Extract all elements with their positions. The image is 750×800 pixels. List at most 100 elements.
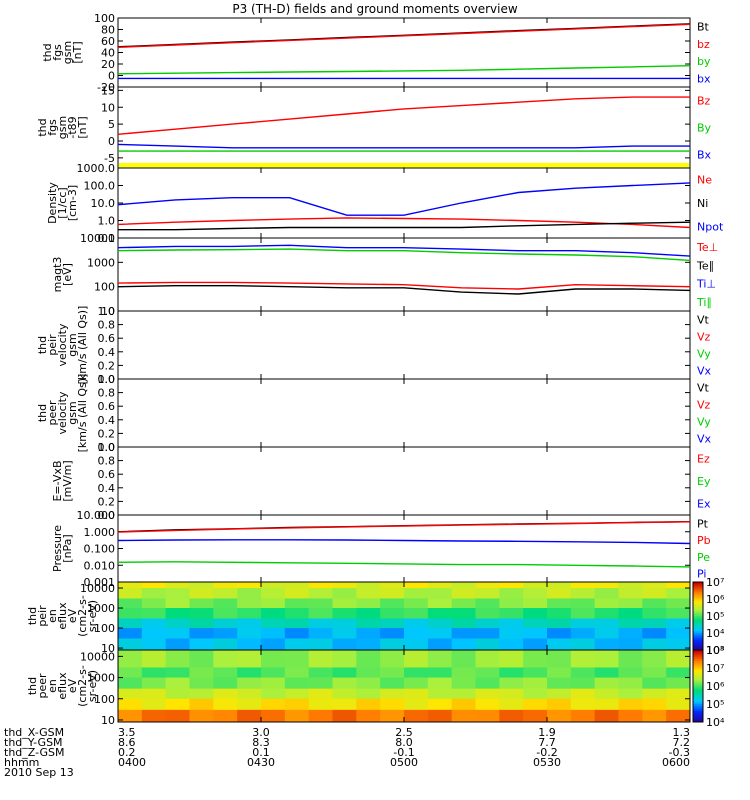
spectrogram-0-cell — [141, 608, 167, 620]
panel-1-legend-1: By — [697, 122, 712, 135]
spectrogram-0-cell — [118, 618, 143, 629]
spectrogram-1-cell — [547, 677, 572, 690]
panel-3-series-Ti∥ — [117, 248, 691, 262]
panel-4-ytick-label: 1.0 — [98, 305, 116, 318]
spectrogram-0-cell — [332, 588, 357, 599]
panel-2-ylabel-line: [1/cc] — [56, 187, 69, 218]
footer-row-label: hhmm — [4, 756, 39, 769]
spectrogram-1-cell — [261, 698, 286, 711]
spectrogram-1-cell — [213, 677, 238, 690]
panel-5-legend-3: Vx — [697, 433, 712, 446]
spectrogram-0-cell — [237, 628, 262, 640]
spectrogram-0-colorbar-cell — [693, 583, 703, 586]
spectrogram-1-cell — [570, 650, 596, 668]
spectrogram-1-cell — [141, 677, 167, 690]
footer-row-label: thd_Y-GSM — [4, 736, 63, 749]
spectrogram-1-colorbar-cell — [693, 680, 703, 683]
spectrogram-0-cell — [547, 608, 572, 620]
spectrogram-1-cell — [475, 709, 500, 723]
spectrogram-1-colorbar-cell — [693, 651, 703, 655]
footer-row-value: -0.1 — [393, 746, 414, 759]
spectrogram-1-cell — [523, 667, 548, 679]
panel-6-ytick-label: 0.6 — [98, 468, 116, 481]
spectrogram-1-cell — [308, 709, 333, 723]
spectrogram-1-cell — [308, 650, 333, 668]
spectrogram-0-cell — [451, 582, 476, 589]
spectrogram-1-cell — [570, 698, 596, 711]
spectrogram-1-cell — [118, 688, 143, 700]
spectrogram-1-cell — [523, 650, 548, 668]
spectrogram-1-ytick-label: 10 — [101, 714, 115, 727]
spectrogram-1-cell — [165, 709, 190, 723]
panel-7-ytick-label: 0.001 — [84, 576, 116, 589]
spectrogram-0-cell — [666, 618, 691, 629]
spectrogram-0-cell — [261, 638, 286, 651]
spectrogram-0: 10 100 1000 10000 thdpeirenefluxeV(cm2-s-sr-… — [26, 576, 725, 657]
spectrogram-1-cell — [499, 698, 524, 711]
spectrogram-0-cell — [237, 598, 262, 609]
spectrogram-0-cell — [547, 582, 572, 589]
spectrogram-0-cell — [213, 638, 238, 651]
spectrogram-0-cell — [547, 628, 572, 640]
spectrogram-0-cell — [523, 618, 548, 629]
panel-6-legend-2: Ex — [697, 498, 711, 511]
spectrogram-0-cell — [189, 588, 214, 599]
spectrogram-1-cell — [356, 698, 381, 711]
spectrogram-0-cell — [141, 638, 167, 651]
footer-date: 2010 Sep 13 — [4, 766, 74, 779]
panel-2-legend-1: Ni — [697, 197, 708, 210]
spectrogram-1-ylabel-line: (cm2-s- — [76, 665, 89, 707]
panel-0-ytick-label: 100 — [94, 12, 115, 25]
spectrogram-1-cell — [165, 698, 190, 711]
spectrogram-1-cell — [237, 688, 262, 700]
panel-0-ytick-label: 80 — [101, 24, 115, 37]
spectrogram-1-colorbar-cell — [693, 691, 703, 694]
spectrogram-1-colorbar-cell — [693, 671, 703, 674]
spectrogram-0-cell — [427, 618, 453, 629]
spectrogram-0-cell — [427, 582, 453, 589]
panel-0-legend-2: by — [697, 55, 711, 68]
spectrogram-0-cell — [499, 598, 524, 609]
panel-5-ytick-label: 0.2 — [98, 427, 116, 440]
spectrogram-0-cell — [475, 618, 500, 629]
spectrogram-1-colorbar-cell — [693, 714, 703, 718]
spectrogram-0-cell — [594, 582, 619, 589]
footer-row-value: 1.9 — [538, 726, 556, 739]
spectrogram-0-cell — [261, 628, 286, 640]
spectrogram-1-colorbar-cell — [693, 675, 703, 678]
panel-3-legend-0: Te⊥ — [696, 241, 718, 254]
spectrogram-1-cell — [523, 688, 548, 700]
spectrogram-0-colorbar-cell — [693, 597, 703, 600]
panel-5-ylabel-line: peer — [46, 400, 59, 426]
spectrogram-0-cell — [284, 628, 310, 640]
spectrogram-0-cell — [404, 638, 429, 651]
spectrogram-1-colorbar-label: 10⁷ — [706, 662, 724, 675]
spectrogram-0-cell — [380, 618, 405, 629]
spectrogram-0-colorbar-cell — [693, 619, 703, 622]
spectrogram-0-colorbar-cell — [693, 602, 703, 605]
spectrogram-0-cell — [618, 618, 643, 629]
panel-0-ylabel-line: fgs — [51, 44, 64, 61]
spectrogram-0-cell — [189, 618, 214, 629]
spectrogram-0-cell — [570, 588, 596, 599]
spectrogram-0-colorbar-cell — [693, 629, 703, 632]
spectrogram-0-cell — [332, 582, 357, 589]
footer-row-value: 3.5 — [118, 726, 136, 739]
panel-4-legend-3: Vx — [697, 365, 712, 378]
spectrogram-0-cell — [547, 598, 572, 609]
spectrogram-1-cell — [308, 667, 333, 679]
spectrogram-1-colorbar-cell — [693, 682, 703, 685]
spectrogram-1-cell — [594, 667, 619, 679]
spectrogram-0-cell — [332, 628, 357, 640]
spectrogram-0-cell — [642, 608, 667, 620]
spectrogram-1-cell — [404, 677, 429, 690]
panel-5-ytick-label: 0.4 — [98, 414, 116, 427]
spectrogram-1-colorbar-cell — [693, 700, 703, 703]
panel-6-ytick-label: 0.2 — [98, 495, 116, 508]
spectrogram-0-cell — [404, 598, 429, 609]
spectrogram-0-colorbar-cell — [693, 600, 703, 603]
spectrogram-0-cell — [666, 588, 691, 599]
spectrogram-1-cell — [165, 688, 190, 700]
footer-row-value: -0.3 — [669, 746, 690, 759]
spectrogram-1-colorbar-cell — [693, 664, 703, 667]
